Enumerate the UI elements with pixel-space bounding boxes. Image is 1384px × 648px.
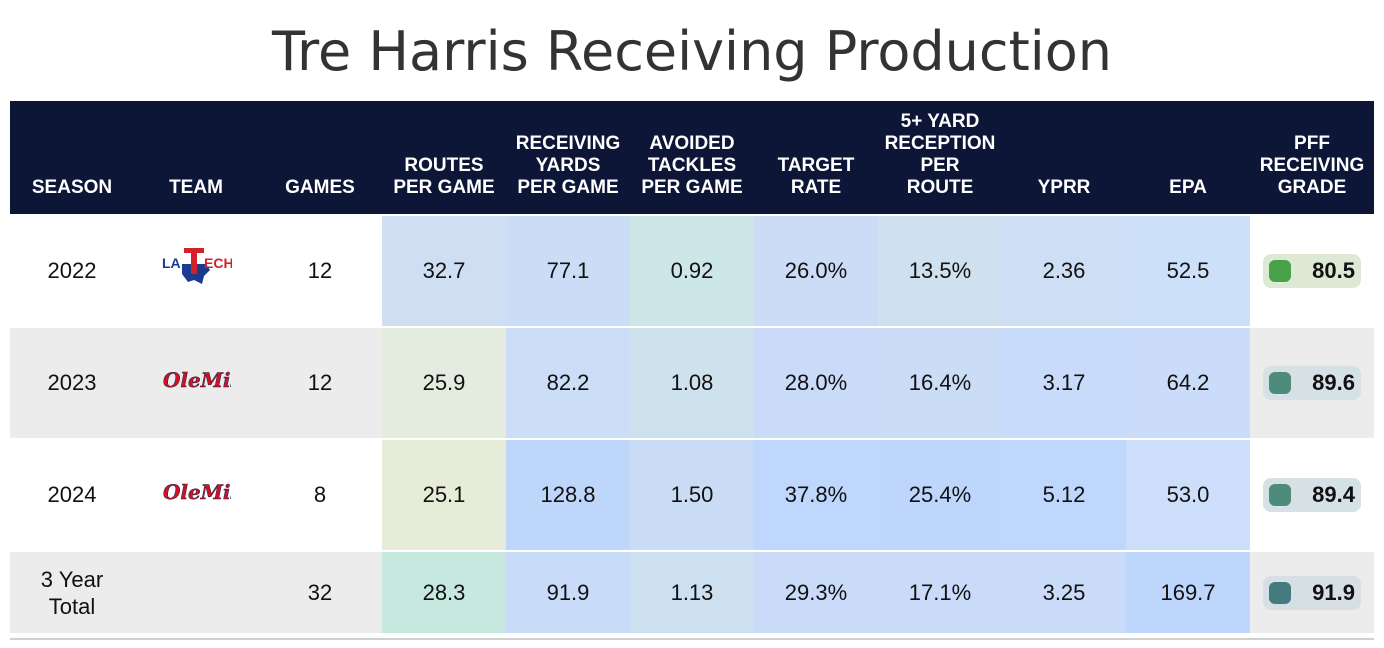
grade-cell: 89.6 [1250,326,1374,439]
epa-cell: 64.2 [1126,326,1250,439]
col-games: GAMES [285,177,355,198]
grade-swatch [1269,372,1291,394]
target-cell: 37.8% [754,438,878,551]
header-row: SEASON TEAM GAMES ROUTES PER GAME RECEIV… [10,101,1374,215]
grade-badge: 91.9 [1263,575,1361,610]
receiving-table: SEASON TEAM GAMES ROUTES PER GAME RECEIV… [10,101,1374,633]
table-row: 2024 OleMiss 8 25.1 128.8 1.50 37.8% 25.… [10,438,1374,551]
yards-cell: 91.9 [506,550,630,633]
five-plus-cell: 25.4% [878,438,1002,551]
team-cell [134,550,258,633]
olemiss-logo: OleMiss [161,477,254,513]
yprr-cell: 2.36 [1002,214,1126,327]
yprr-cell: 3.25 [1002,550,1126,633]
grade-cell: 89.4 [1250,438,1374,551]
col-five-plus-yard-reception-per-route: 5+ YARD RECEPTION PER ROUTE [884,111,996,198]
routes-cell: 28.3 [382,550,506,633]
games-cell: 12 [258,326,382,439]
team-cell: OleMiss [134,438,258,551]
bottom-divider [10,638,1374,640]
routes-cell: 25.9 [382,326,506,439]
col-team: TEAM [169,177,223,198]
col-pff-receiving-grade: PFF RECEIVING GRADE [1259,133,1365,198]
col-receiving-yards-per-game: RECEIVING YARDS PER GAME [515,133,621,198]
yards-cell: 77.1 [506,214,630,327]
grade-cell: 91.9 [1250,550,1374,633]
grade-badge: 89.6 [1263,366,1361,400]
avoided-cell: 1.50 [630,438,754,551]
olemiss-logo: OleMiss [161,365,254,401]
grade-badge: 89.4 [1263,478,1361,512]
grade-swatch [1269,260,1291,282]
svg-text:OleMiss: OleMiss [163,480,231,504]
avoided-cell: 0.92 [630,214,754,327]
yards-cell: 82.2 [506,326,630,439]
five-plus-cell: 13.5% [878,214,1002,327]
col-target-rate: TARGET RATE [777,155,855,198]
target-cell: 29.3% [754,550,878,633]
yprr-cell: 3.17 [1002,326,1126,439]
games-cell: 32 [258,550,382,633]
col-season: SEASON [31,177,113,198]
col-avoided-tackles-per-game: AVOIDED TACKLES PER GAME [641,133,743,198]
routes-cell: 32.7 [382,214,506,327]
col-routes-per-game: ROUTES PER GAME [393,155,495,198]
season-cell: 2024 [10,438,134,551]
season-cell: 3 Year Total [10,550,134,633]
yards-cell: 128.8 [506,438,630,551]
team-cell: OleMiss [134,326,258,439]
epa-cell: 169.7 [1126,550,1250,633]
grade-cell: 80.5 [1250,214,1374,327]
yprr-cell: 5.12 [1002,438,1126,551]
games-cell: 12 [258,214,382,327]
season-cell: 2023 [10,326,134,439]
page-title: Tre Harris Receiving Production [271,20,1113,83]
five-plus-cell: 16.4% [878,326,1002,439]
epa-cell: 52.5 [1126,214,1250,327]
table-row: 2022 LA ECH 12 32.7 77.1 0.92 26.0% 13.5… [10,214,1374,327]
table-row-total: 3 Year Total 32 28.3 91.9 1.13 29.3% 17.… [10,550,1374,633]
five-plus-cell: 17.1% [878,550,1002,633]
grade-badge: 80.5 [1263,254,1361,288]
target-cell: 28.0% [754,326,878,439]
avoided-cell: 1.13 [630,550,754,633]
team-cell: LA ECH [134,214,258,327]
svg-text:OleMiss: OleMiss [163,368,231,392]
epa-cell: 53.0 [1126,438,1250,551]
grade-swatch [1269,581,1291,604]
target-cell: 26.0% [754,214,878,327]
col-yprr: YPRR [1037,177,1091,198]
season-cell: 2022 [10,214,134,327]
games-cell: 8 [258,438,382,551]
routes-cell: 25.1 [382,438,506,551]
table-row: 2023 OleMiss 12 25.9 82.2 1.08 28.0% 16.… [10,326,1374,439]
svg-text:LA: LA [162,255,181,271]
grade-swatch [1269,484,1291,506]
latech-logo: LA ECH [160,246,234,296]
avoided-cell: 1.08 [630,326,754,439]
svg-text:ECH: ECH [204,255,232,271]
col-epa: EPA [1169,177,1207,198]
